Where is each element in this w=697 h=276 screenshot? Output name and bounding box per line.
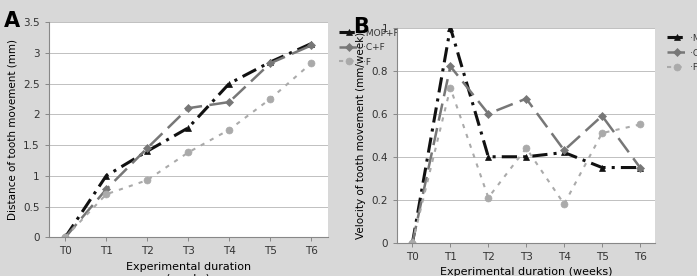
Text: A: A xyxy=(4,11,20,31)
Text: B: B xyxy=(353,17,369,37)
Y-axis label: Velocity of tooth movement (mm/week): Velocity of tooth movement (mm/week) xyxy=(356,32,366,239)
Legend: ·MOP+F, ·C+F, ·F: ·MOP+F, ·C+F, ·F xyxy=(665,32,697,74)
Y-axis label: Distance of tooth movement (mm): Distance of tooth movement (mm) xyxy=(8,39,17,220)
X-axis label: Experimental duration (weeks): Experimental duration (weeks) xyxy=(440,267,613,276)
Legend: ·MOP+F, ·C+F, ·F: ·MOP+F, ·C+F, ·F xyxy=(337,26,400,68)
X-axis label: Experimental duration
(weeks): Experimental duration (weeks) xyxy=(125,262,251,276)
